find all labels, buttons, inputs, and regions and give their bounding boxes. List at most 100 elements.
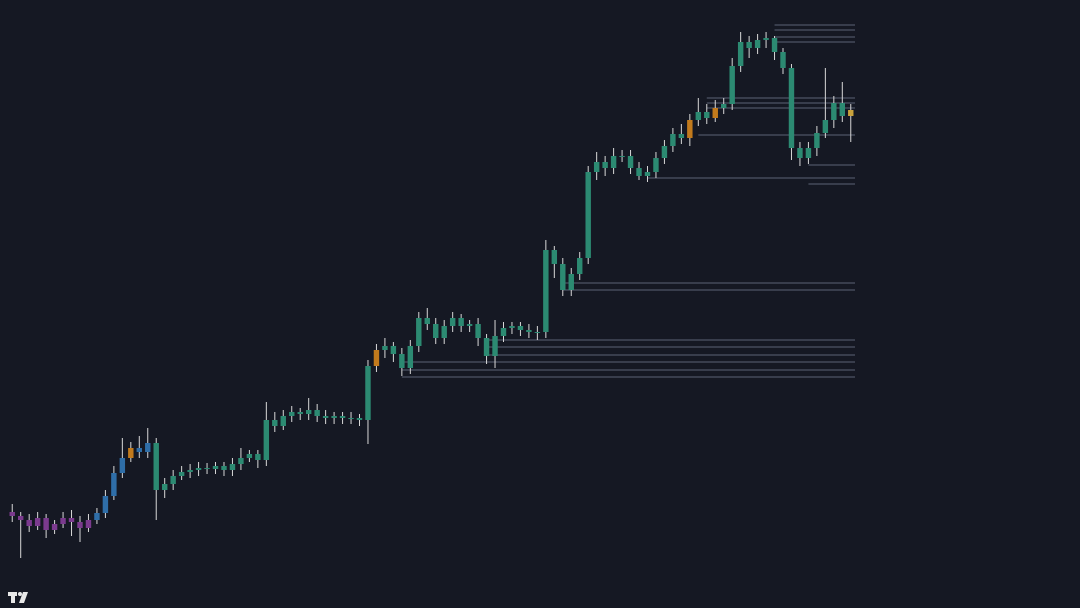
candle-body — [433, 324, 439, 338]
candle-body — [85, 520, 92, 528]
candle-body — [619, 156, 625, 157]
candle-body — [195, 468, 202, 470]
candle-body — [746, 42, 752, 48]
candle-body — [568, 274, 574, 290]
candle-body — [365, 366, 371, 420]
candle-body — [356, 418, 363, 420]
candle-body — [204, 468, 210, 469]
candle-body — [26, 520, 32, 526]
candle-body — [102, 496, 109, 513]
candle-body — [94, 513, 100, 520]
candle-body — [721, 104, 727, 108]
candle-body — [170, 476, 176, 484]
candle-body — [458, 318, 464, 326]
plot-area — [9, 24, 855, 558]
candle-body — [229, 464, 236, 470]
candle-body — [153, 443, 159, 490]
candle-body — [644, 172, 651, 176]
candle-body — [390, 346, 397, 354]
candle-body — [678, 134, 685, 138]
candle-body — [263, 420, 270, 460]
candle-body — [221, 466, 227, 470]
candle-body — [322, 416, 329, 418]
candle-body — [331, 416, 337, 418]
candle-body — [780, 52, 786, 68]
candle-body — [610, 156, 617, 168]
candle-body — [602, 162, 608, 168]
candle-body — [339, 416, 346, 418]
candle-body — [77, 522, 83, 528]
candle-body — [543, 250, 549, 332]
candle-body — [161, 484, 168, 490]
candle-body — [424, 318, 430, 324]
candle-body — [51, 524, 58, 530]
candle-body — [492, 336, 498, 356]
candle-body — [305, 410, 312, 414]
candle-body — [178, 472, 185, 476]
candle-body — [636, 168, 642, 176]
candle-body — [111, 473, 117, 496]
candle-body — [712, 108, 718, 118]
candle-body — [475, 324, 481, 338]
candle-body — [661, 146, 668, 158]
candle-body — [737, 42, 744, 66]
candle-body — [297, 412, 303, 414]
candle-body — [348, 418, 354, 419]
candle-body — [517, 326, 524, 330]
logo — [8, 592, 28, 603]
candle-body — [373, 350, 380, 366]
candle-body — [466, 324, 473, 326]
candle-body — [255, 454, 261, 460]
candle-body — [577, 258, 583, 274]
candle-body — [831, 103, 837, 120]
candle-body — [797, 148, 803, 158]
candle-body — [670, 134, 676, 146]
candle-body — [34, 518, 41, 526]
candle-body — [60, 518, 66, 524]
candle-body — [382, 346, 388, 350]
candle-body — [551, 250, 558, 264]
candle-body — [128, 448, 134, 458]
candle-body — [771, 38, 778, 52]
candle-body — [754, 40, 761, 48]
candle-body — [526, 330, 532, 332]
candle-body — [653, 158, 659, 172]
candle-body — [187, 470, 193, 472]
candle-body — [627, 156, 634, 168]
candle-body — [805, 148, 812, 158]
candle-body — [280, 416, 286, 426]
candle-body — [695, 112, 702, 120]
candle-body — [416, 318, 422, 346]
candle-body — [119, 458, 126, 473]
candle-body — [136, 448, 142, 452]
candle-body — [848, 110, 854, 116]
candle-body — [839, 103, 846, 116]
candle-body — [145, 443, 151, 452]
candle-body — [483, 338, 490, 356]
candle-body — [246, 454, 253, 458]
candle-body — [585, 172, 591, 258]
candle-body — [814, 133, 820, 148]
candle-body — [441, 326, 447, 338]
candle-body — [17, 516, 24, 520]
candle-body — [399, 354, 405, 368]
candle-body — [500, 328, 507, 336]
candle-body — [9, 512, 15, 516]
candle-body — [272, 420, 278, 426]
candle-body — [314, 410, 320, 416]
candle-body — [509, 326, 515, 328]
candle-body — [704, 112, 710, 118]
candle-body — [212, 466, 219, 469]
candle-body — [822, 120, 829, 133]
candle-body — [763, 38, 769, 40]
candle-body — [687, 120, 693, 138]
candle-body — [238, 458, 244, 464]
candle-body — [289, 412, 295, 416]
candle-body — [68, 518, 75, 522]
candle-body — [560, 264, 566, 290]
candle-body — [593, 162, 600, 172]
candle-body — [534, 332, 541, 333]
